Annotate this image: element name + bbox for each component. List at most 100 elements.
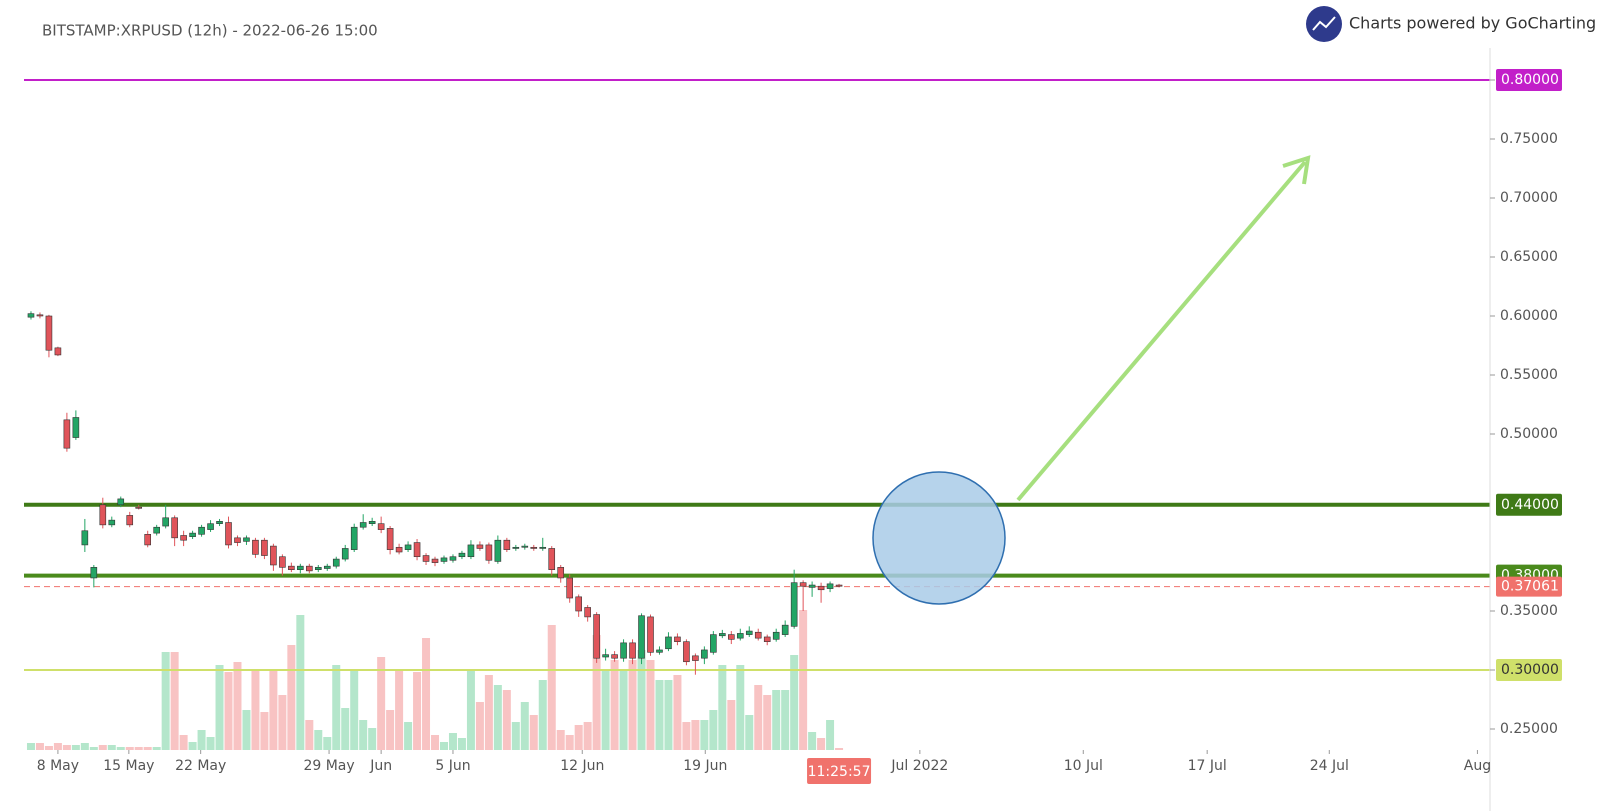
candle-body bbox=[171, 517, 178, 539]
level-badge bbox=[1496, 69, 1562, 92]
volume-bar bbox=[233, 662, 242, 750]
x-tick-label: 8 May bbox=[37, 758, 79, 774]
candle-body bbox=[494, 539, 502, 562]
volume-bar bbox=[278, 695, 287, 750]
candle-body bbox=[835, 584, 843, 587]
candle-body bbox=[817, 585, 825, 591]
y-tick-label: 0.65000 bbox=[1500, 249, 1558, 265]
candle-body bbox=[162, 517, 169, 527]
x-tick-label: 19 Jun bbox=[683, 758, 727, 774]
candle-body bbox=[521, 545, 529, 548]
volume-bar bbox=[35, 743, 44, 750]
volume-bar bbox=[296, 615, 305, 750]
candle-body bbox=[234, 537, 241, 543]
volume-bar bbox=[323, 737, 332, 750]
candle-body bbox=[683, 641, 690, 663]
candle-body bbox=[584, 607, 591, 618]
candle-body bbox=[638, 615, 645, 659]
level-layer bbox=[24, 79, 1490, 671]
volume-bar bbox=[224, 672, 233, 750]
volume-bar bbox=[556, 730, 565, 750]
volume-bar bbox=[439, 742, 448, 750]
volume-bar bbox=[529, 715, 538, 750]
candle-body bbox=[647, 616, 654, 653]
volume-bar bbox=[179, 735, 188, 750]
volume-bar bbox=[646, 660, 655, 750]
candle-body bbox=[108, 519, 116, 526]
candle-body bbox=[386, 528, 394, 550]
volume-bar bbox=[565, 735, 574, 750]
candle-body bbox=[36, 314, 44, 317]
credit-text[interactable]: Charts powered by GoCharting bbox=[1349, 14, 1596, 33]
volume-bar bbox=[152, 747, 161, 750]
level-label: 0.44000 bbox=[1501, 497, 1559, 513]
candle-body bbox=[243, 537, 250, 542]
volume-bar bbox=[359, 720, 368, 750]
volume-bar bbox=[80, 743, 89, 750]
level-label: 0.30000 bbox=[1501, 662, 1559, 678]
candle-body bbox=[323, 565, 331, 569]
candle-body bbox=[45, 315, 53, 351]
volume-bar bbox=[269, 670, 278, 750]
x-tick-label: 15 May bbox=[103, 758, 154, 774]
candle-body bbox=[422, 555, 430, 562]
candle-body bbox=[90, 567, 98, 579]
volume-bar bbox=[422, 638, 431, 750]
chart-title: BITSTAMP:XRPUSD (12h) - 2022-06-26 15:00 bbox=[42, 22, 378, 40]
volume-bar bbox=[691, 720, 700, 750]
candle-body bbox=[332, 558, 340, 567]
volume-bar bbox=[502, 690, 511, 750]
candle-body bbox=[27, 313, 35, 318]
candle-body bbox=[314, 567, 322, 570]
volume-bar bbox=[826, 720, 835, 750]
volume-bar bbox=[781, 690, 790, 750]
volume-bar bbox=[772, 690, 781, 750]
candle-body bbox=[117, 498, 125, 506]
candle-body bbox=[198, 526, 205, 535]
candle-body bbox=[557, 567, 565, 579]
volume-bar bbox=[574, 725, 583, 750]
y-tick-label: 0.70000 bbox=[1500, 190, 1558, 206]
candle-body bbox=[144, 533, 151, 546]
candle-body bbox=[153, 526, 160, 534]
volume-bar bbox=[520, 702, 529, 750]
credit-logo[interactable] bbox=[1306, 6, 1342, 42]
candle-body bbox=[674, 636, 681, 642]
candle-body bbox=[261, 539, 268, 556]
candle-body bbox=[736, 633, 744, 639]
volume-bar bbox=[745, 715, 754, 750]
candle-body bbox=[799, 582, 807, 587]
candle-body bbox=[297, 565, 304, 570]
level-badge bbox=[1496, 658, 1562, 681]
candle-body bbox=[431, 558, 439, 563]
candle-body bbox=[449, 556, 457, 561]
volume-bar bbox=[601, 670, 610, 750]
last-price-badge bbox=[1496, 576, 1562, 597]
volume-bar bbox=[89, 747, 98, 750]
volume-bar bbox=[637, 650, 646, 750]
volume-bar bbox=[700, 720, 709, 750]
volume-bar bbox=[466, 670, 475, 750]
candle-body bbox=[772, 631, 780, 640]
volume-bar bbox=[251, 670, 260, 750]
x-tick-label: 12 Jun bbox=[560, 758, 604, 774]
candle-body bbox=[207, 523, 214, 530]
y-tick-label: 0.50000 bbox=[1500, 426, 1558, 442]
y-tick-label: 0.60000 bbox=[1500, 308, 1558, 324]
candle-body bbox=[485, 544, 493, 561]
volume-bar bbox=[718, 665, 727, 750]
candle-body bbox=[368, 521, 376, 524]
volume-bar bbox=[134, 747, 143, 750]
volume-bar bbox=[709, 710, 718, 750]
x-tick-label: Jul 2022 bbox=[890, 758, 948, 774]
candle-body bbox=[548, 548, 556, 570]
candle-body bbox=[350, 526, 358, 550]
last-price-label: 0.37061 bbox=[1501, 579, 1559, 595]
candle-body bbox=[81, 530, 89, 546]
candle-body bbox=[270, 545, 277, 566]
volume-bar bbox=[332, 665, 341, 750]
volume-bar bbox=[26, 743, 35, 750]
volume-bar bbox=[197, 730, 206, 750]
volume-bar bbox=[161, 652, 170, 750]
x-tick-label: Aug bbox=[1464, 758, 1491, 774]
